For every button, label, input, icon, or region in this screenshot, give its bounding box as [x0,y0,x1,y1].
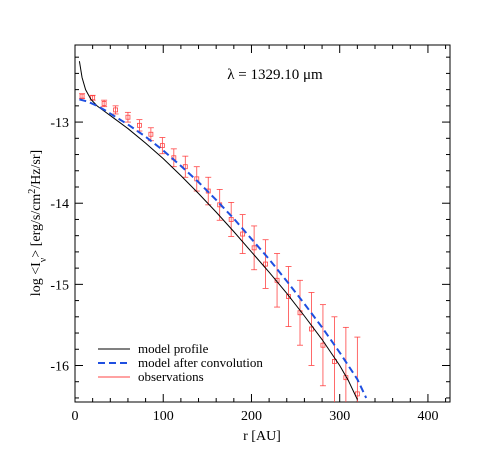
y-axis-label-sup: 2 [27,189,38,194]
series-line-model-profile [78,61,358,400]
plot-frame [74,44,451,403]
observation-point [320,342,326,348]
x-tick-label: 400 [417,409,438,424]
observation-point [113,107,118,113]
y-axis-label-post: /Hz/sr] [29,150,44,189]
legend-label-model-after-convolution: model after convolution [138,355,263,370]
observation-point [137,122,142,128]
axis-tick-labels: 0 100 200 300 400 -13 -14 -15 -16 [50,116,438,424]
y-axis-label-pre: log <I [29,262,44,296]
observation-point [240,231,246,237]
legend-label-model-profile: model profile [138,341,209,356]
axis-ticks [74,45,450,402]
y-axis-label-mid: > [erg/s/cm [29,194,44,258]
x-tick-label: 300 [329,409,350,424]
observation-point [251,245,257,251]
legend: model profile model after convolution ob… [98,341,263,384]
y-tick-label: -16 [50,359,69,374]
observation-point [354,391,360,397]
x-tick-label: 0 [72,409,79,424]
series-line-model-after-convolution [79,98,368,399]
observation-point [286,294,291,299]
legend-label-observations: observations [138,369,204,384]
x-tick-label: 200 [241,409,262,424]
observation-point [159,143,165,149]
observation-point [101,101,107,106]
x-tick-label: 100 [153,409,174,424]
y-axis-label-sub: ν [38,257,49,262]
observation-point [309,326,314,332]
plot-area [78,61,368,402]
observation-point [125,114,131,120]
observation-point [90,95,96,101]
y-axis-label: log <Iν> [erg/s/cm2/Hz/sr] [27,150,49,296]
observation-point [79,93,85,99]
y-tick-label: -13 [50,116,69,131]
y-tick-label: -15 [50,278,69,293]
annotation-wavelength: λ = 1329.10 μm [227,67,323,83]
observation-point [228,217,234,222]
observation-point [263,261,268,267]
x-axis-label: r [AU] [243,429,281,444]
y-tick-label: -14 [50,197,69,212]
observation-point [148,131,154,137]
